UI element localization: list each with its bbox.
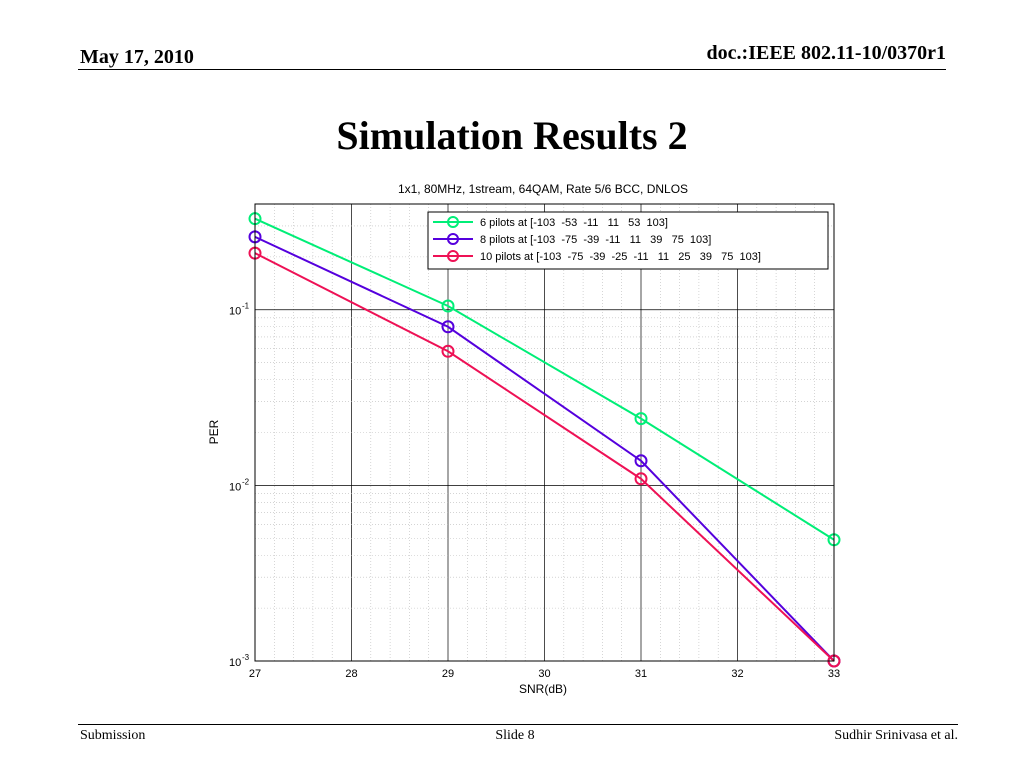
legend-label: 10 pilots at [-103 -75 -39 -25 -11 11 25… — [480, 251, 761, 263]
series-line-1 — [254, 217, 835, 541]
series-line-2 — [254, 235, 835, 662]
header-divider — [78, 69, 946, 70]
series-3-marker — [441, 344, 455, 358]
x-tick-label: 28 — [345, 668, 357, 680]
grid-lines — [255, 204, 834, 661]
header-doc-id: doc.:IEEE 802.11-10/0370r1 — [706, 42, 946, 64]
slide-title: Simulation Results 2 — [336, 113, 688, 158]
chart-title: 1x1, 80MHz, 1stream, 64QAM, Rate 5/6 BCC… — [398, 182, 688, 196]
legend-label: 8 pilots at [-103 -75 -39 -11 11 39 75 1… — [480, 234, 711, 246]
per-chart: 1x1, 80MHz, 1stream, 64QAM, Rate 5/6 BCC… — [207, 182, 841, 696]
x-tick-label: 29 — [442, 668, 454, 680]
series-2-marker — [441, 320, 455, 334]
y-tick-label-exponent: -3 — [242, 653, 250, 662]
y-axis-label: PER — [207, 419, 221, 444]
x-tick-label: 33 — [828, 668, 840, 680]
plot-area-frame — [254, 203, 835, 662]
y-tick-label: 10 — [229, 657, 241, 669]
y-tick-label-exponent: -1 — [242, 302, 250, 311]
legend: 6 pilots at [-103 -53 -11 11 53 103] 8 pi… — [427, 211, 829, 270]
legend-swatch-marker — [447, 250, 459, 262]
series-line-3 — [254, 252, 835, 662]
x-tick-label: 30 — [538, 668, 550, 680]
legend-label: 6 pilots at [-103 -53 -11 11 53 103] — [480, 217, 668, 229]
series-2-marker — [634, 454, 648, 468]
legend-swatch-marker — [447, 233, 459, 245]
x-tick-label: 32 — [731, 668, 743, 680]
x-tick-labels: 27 28 29 30 31 32 33 — [249, 668, 840, 680]
legend-box — [427, 211, 829, 270]
footer-slide-number: Slide 8 — [495, 728, 535, 743]
y-tick-label: 10 — [229, 306, 241, 318]
series-3-marker — [634, 472, 648, 486]
footer-divider — [78, 724, 958, 725]
x-axis-label: SNR(dB) — [519, 682, 567, 696]
header-date: May 17, 2010 — [80, 46, 194, 68]
y-tick-labels: 10-110-210-3 — [229, 302, 250, 669]
footer-authors: Sudhir Srinivasa et al. — [834, 728, 958, 743]
footer-submission: Submission — [80, 728, 146, 743]
series-1-marker — [441, 299, 455, 313]
x-tick-label: 27 — [249, 668, 261, 680]
x-tick-label: 31 — [635, 668, 647, 680]
y-tick-label-exponent: -2 — [242, 477, 250, 486]
legend-swatch-marker — [447, 216, 459, 228]
series-1-marker — [634, 412, 648, 426]
y-tick-label: 10 — [229, 481, 241, 493]
